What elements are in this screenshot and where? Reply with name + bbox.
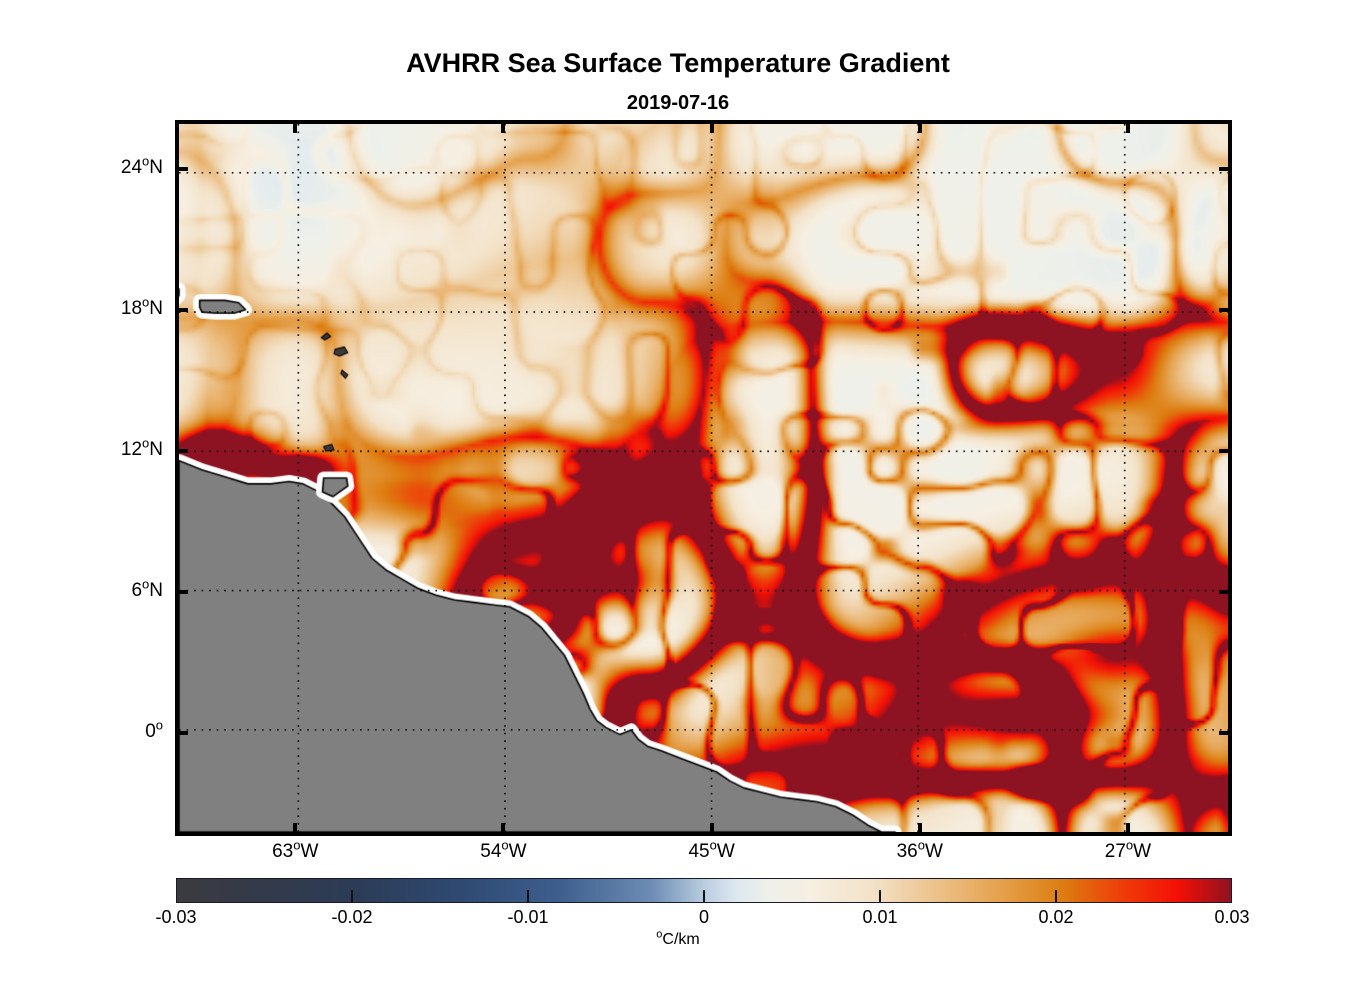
xtick-mark xyxy=(709,120,714,133)
page-title: AVHRR Sea Surface Temperature Gradient xyxy=(406,48,950,78)
xtick-mark xyxy=(501,120,506,133)
xtick-mark xyxy=(1125,120,1130,133)
ytick-mark xyxy=(175,167,188,172)
chart-subtitle: 2019-07-16 xyxy=(626,92,730,114)
ytick-label: 12oN xyxy=(120,435,163,460)
xtick-mark xyxy=(293,120,298,133)
xtick-mark xyxy=(501,823,506,836)
xtick-mark xyxy=(917,823,922,836)
xtick-mark xyxy=(917,120,922,133)
xtick-mark xyxy=(1125,823,1130,836)
ytick-mark xyxy=(1219,589,1232,594)
colorbar-tick-label: -0.03 xyxy=(155,907,197,927)
colorbar-tick-mark xyxy=(1055,890,1057,903)
xtick-label: 27oW xyxy=(1104,837,1152,862)
xtick-label: 45oW xyxy=(688,837,735,862)
ytick-label: 24oN xyxy=(120,153,163,179)
ytick-mark xyxy=(175,449,188,453)
xtick-mark xyxy=(293,823,298,836)
colorbar-tick-label: 0.03 xyxy=(1214,907,1250,927)
colorbar-tick-mark xyxy=(527,890,529,903)
colorbar-tick-label: 0.01 xyxy=(862,907,898,927)
colorbar-tick-label: 0 xyxy=(698,907,710,927)
ytick-mark xyxy=(1219,308,1232,313)
colorbar-tick-label: -0.01 xyxy=(507,907,549,927)
colorbar-tick-label: -0.02 xyxy=(331,907,373,927)
xtick-mark xyxy=(709,823,714,836)
colorbar-tick-mark xyxy=(703,890,705,903)
xtick-label: 54oW xyxy=(480,837,527,862)
colorbar-tick-mark xyxy=(351,890,353,903)
ytick-mark xyxy=(1219,730,1232,735)
ytick-mark xyxy=(1219,449,1232,453)
ytick-label: 0o xyxy=(145,717,163,742)
colorbar-tick-mark xyxy=(879,890,881,903)
ytick-mark xyxy=(175,589,188,594)
colorbar-unit-label: oC/km xyxy=(656,928,700,948)
xtick-label: 63oW xyxy=(272,837,319,862)
xtick-label: 36oW xyxy=(896,837,943,862)
colorbar[interactable] xyxy=(176,878,1232,903)
ytick-mark xyxy=(175,308,188,313)
ytick-mark xyxy=(175,730,188,735)
colorbar-tick-label: 0.02 xyxy=(1038,907,1074,927)
ytick-label: 18oN xyxy=(120,294,163,320)
map-plot-area[interactable] xyxy=(175,120,1232,836)
sst-gradient-heatmap xyxy=(179,124,1228,832)
ytick-mark xyxy=(1219,167,1232,172)
ytick-label: 6oN xyxy=(131,576,163,601)
